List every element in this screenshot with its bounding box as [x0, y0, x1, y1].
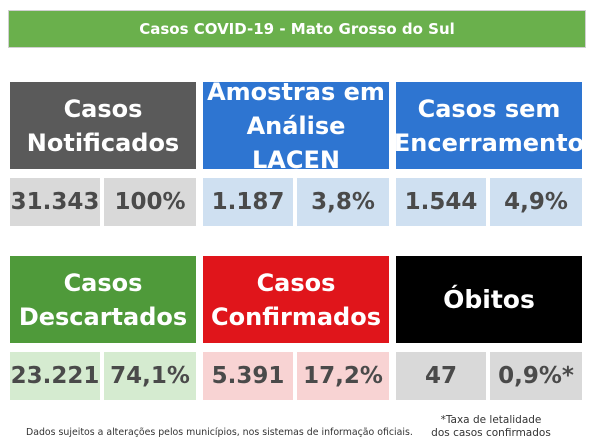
- card-notificados-heading: Casos Notificados: [10, 82, 196, 169]
- card-encerramento-percent: 4,9%: [490, 178, 582, 226]
- footnote-disclaimer: Dados sujeitos a alterações pelos municí…: [26, 427, 413, 438]
- card-notificados-percent: 100%: [104, 178, 196, 226]
- card-notificados-value: 31.343: [10, 178, 100, 226]
- card-descartados-value: 23.221: [10, 352, 100, 400]
- card-obitos-percent: 0,9%*: [490, 352, 582, 400]
- page-title: Casos COVID-19 - Mato Grosso do Sul: [8, 10, 586, 48]
- card-obitos-value: 47: [396, 352, 486, 400]
- card-lacen-heading: Amostras em Análise LACEN: [203, 78, 389, 174]
- footnote-lethality: *Taxa de letalidade dos casos confirmado…: [431, 414, 551, 439]
- card-descartados-percent: 74,1%: [104, 352, 196, 400]
- card-encerramento-value: 1.544: [396, 178, 486, 226]
- card-confirmados-heading: Casos Confirmados: [203, 256, 389, 343]
- card-lacen-percent: 3,8%: [297, 178, 389, 226]
- card-obitos-heading: Óbitos: [396, 256, 582, 343]
- card-lacen-value: 1.187: [203, 178, 293, 226]
- card-encerramento-heading: Casos sem Encerramento: [394, 82, 584, 169]
- card-confirmados-percent: 17,2%: [297, 352, 389, 400]
- card-descartados-heading: Casos Descartados: [10, 256, 196, 343]
- card-confirmados-value: 5.391: [203, 352, 293, 400]
